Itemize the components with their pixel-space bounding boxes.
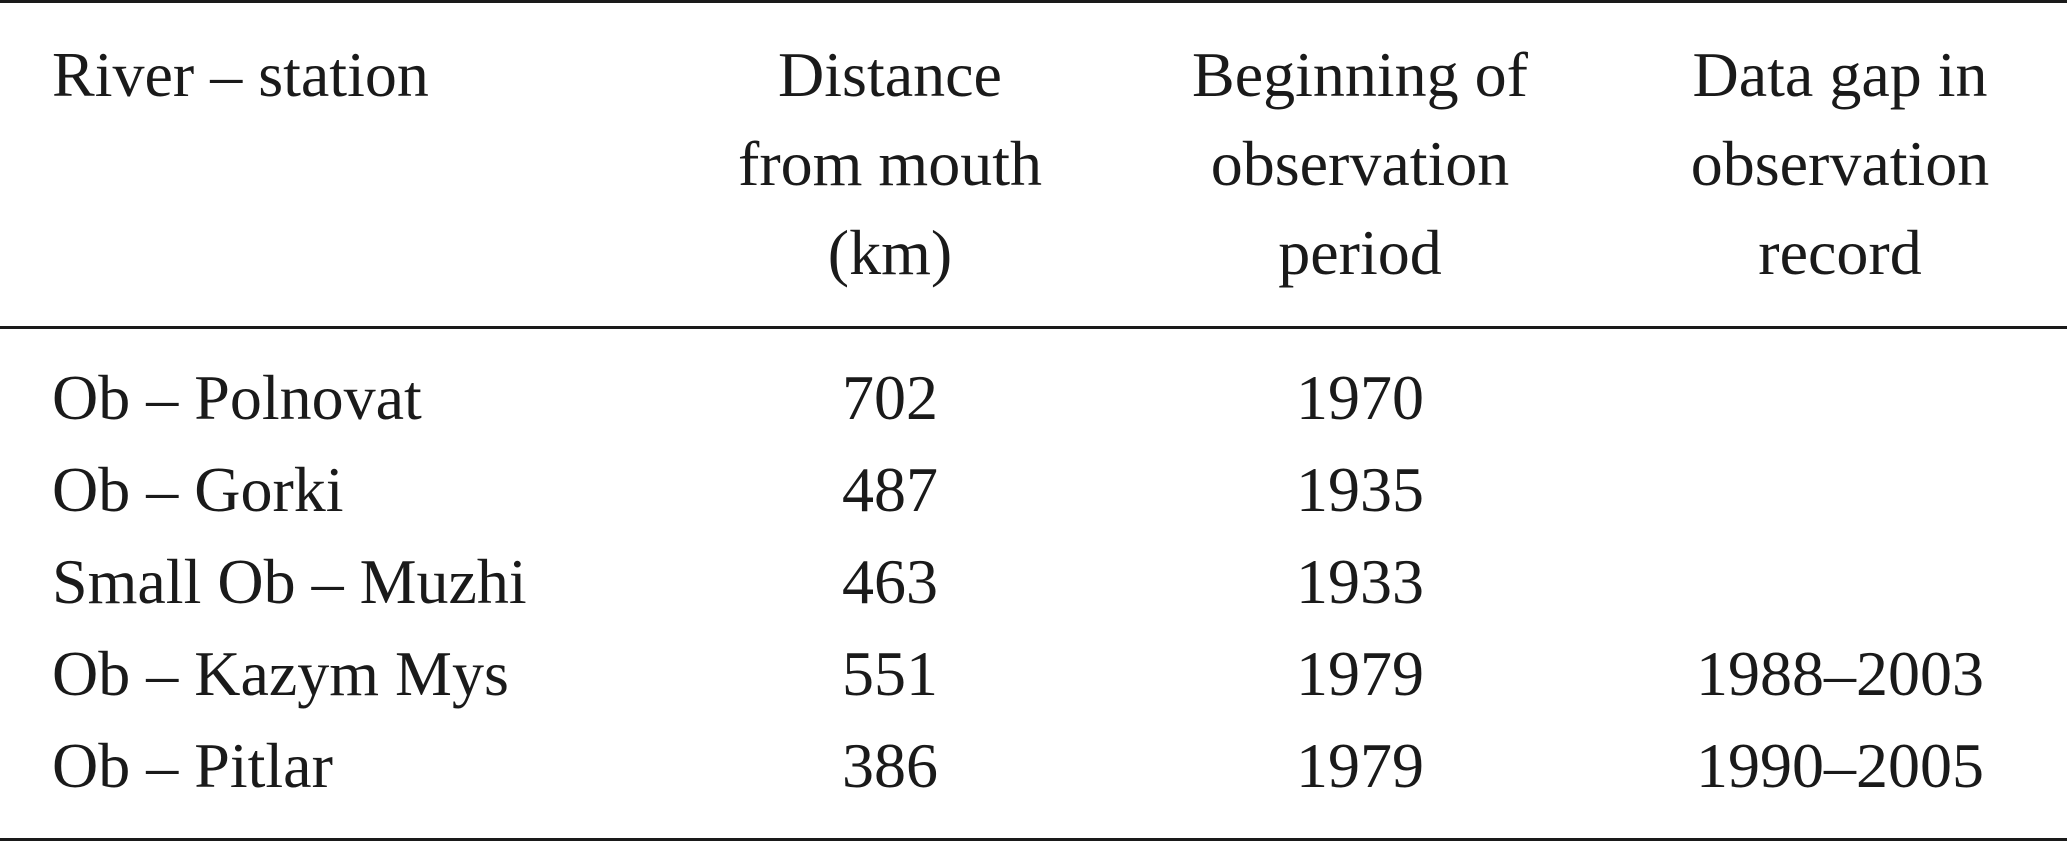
header-rule bbox=[0, 326, 2067, 329]
header-line: Beginning of bbox=[1192, 39, 1528, 110]
header-distance: Distance from mouth (km) bbox=[690, 30, 1090, 297]
header-line: observation bbox=[1690, 128, 1990, 199]
top-rule bbox=[0, 0, 2067, 3]
bottom-rule bbox=[0, 838, 2067, 841]
header-beginning: Beginning of observation period bbox=[1150, 30, 1570, 297]
distance-cell: 463 bbox=[842, 546, 938, 617]
header-line: from mouth bbox=[738, 128, 1042, 199]
header-data-gap: Data gap in observation record bbox=[1620, 30, 2060, 297]
begin-cell: 1979 bbox=[1296, 638, 1424, 709]
table-row: Ob – Kazym Mys 551 1979 1988–2003 bbox=[0, 628, 2067, 720]
distance-cell: 702 bbox=[842, 362, 938, 433]
table-row: Small Ob – Muzhi 463 1933 bbox=[0, 536, 2067, 628]
station-cell: Ob – Polnovat bbox=[52, 362, 422, 433]
distance-cell: 487 bbox=[842, 454, 938, 525]
begin-cell: 1970 bbox=[1296, 362, 1424, 433]
distance-cell: 551 bbox=[842, 638, 938, 709]
table-row: Ob – Pitlar 386 1979 1990–2005 bbox=[0, 720, 2067, 812]
station-cell: Small Ob – Muzhi bbox=[52, 546, 527, 617]
table-body: Ob – Polnovat 702 1970 Ob – Gorki 487 19… bbox=[0, 352, 2067, 812]
begin-cell: 1979 bbox=[1296, 730, 1424, 801]
header-line: (km) bbox=[827, 217, 953, 288]
gap-cell: 1988–2003 bbox=[1696, 638, 1984, 709]
header-line: period bbox=[1278, 217, 1442, 288]
begin-cell: 1935 bbox=[1296, 454, 1424, 525]
gap-cell: 1990–2005 bbox=[1696, 730, 1984, 801]
header-line: River – station bbox=[52, 39, 429, 110]
header-line: Data gap in bbox=[1692, 39, 1988, 110]
station-cell: Ob – Kazym Mys bbox=[52, 638, 509, 709]
header-line: Distance bbox=[778, 39, 1002, 110]
table-row: Ob – Polnovat 702 1970 bbox=[0, 352, 2067, 444]
header-river-station: River – station bbox=[52, 30, 429, 119]
distance-cell: 386 bbox=[842, 730, 938, 801]
header-line: observation bbox=[1210, 128, 1510, 199]
header-line: record bbox=[1758, 217, 1922, 288]
station-cell: Ob – Gorki bbox=[52, 454, 344, 525]
begin-cell: 1933 bbox=[1296, 546, 1424, 617]
station-cell: Ob – Pitlar bbox=[52, 730, 333, 801]
table-row: Ob – Gorki 487 1935 bbox=[0, 444, 2067, 536]
